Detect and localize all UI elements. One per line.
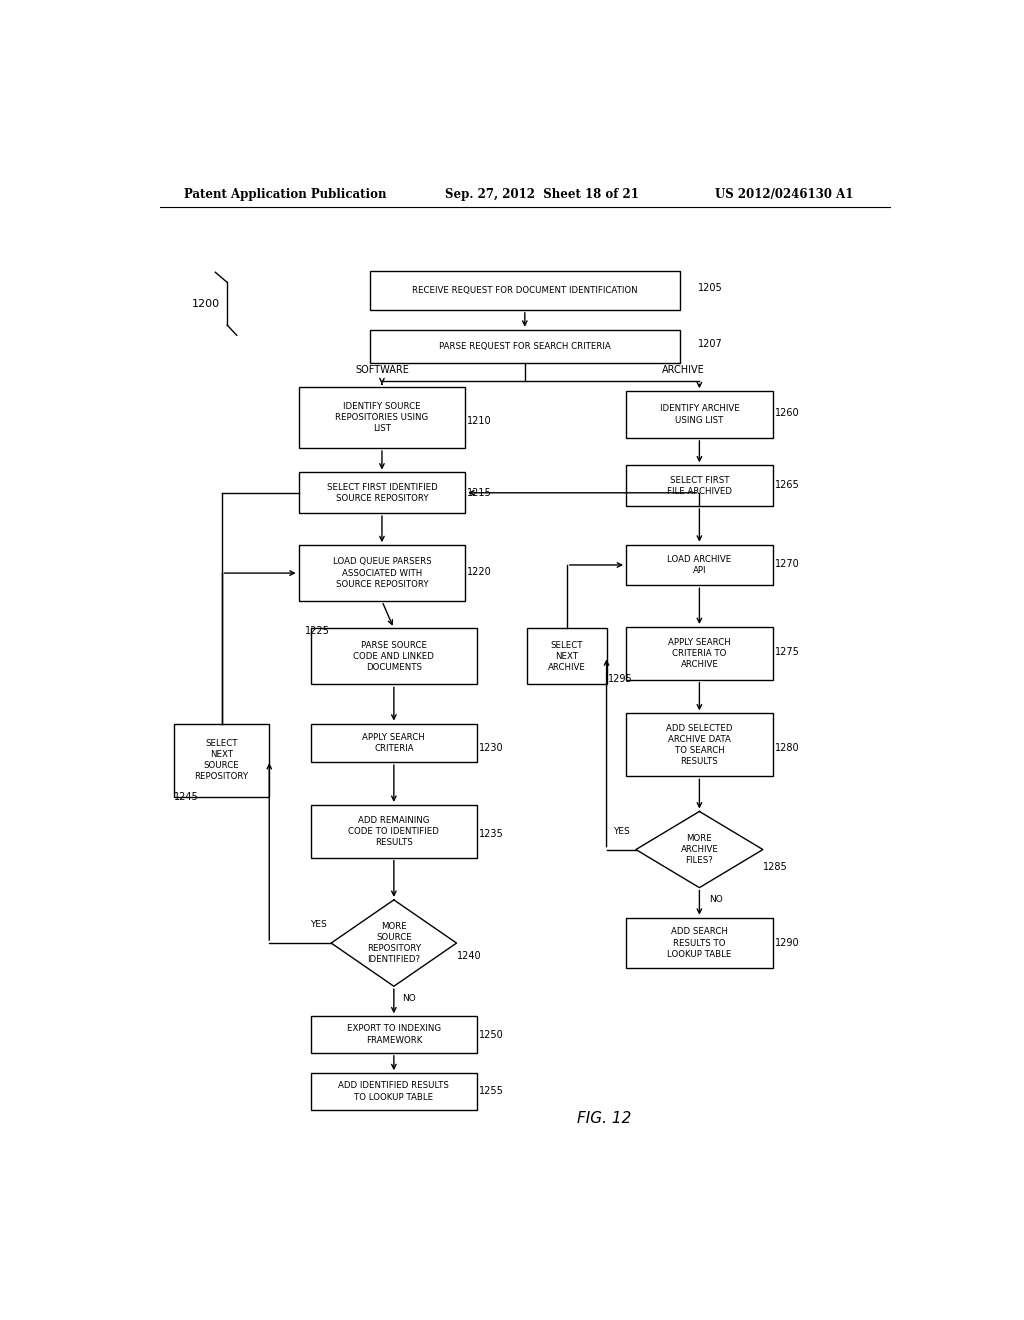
Text: NO: NO <box>401 994 416 1003</box>
Text: ADD SELECTED
ARCHIVE DATA
TO SEARCH
RESULTS: ADD SELECTED ARCHIVE DATA TO SEARCH RESU… <box>667 723 732 766</box>
Text: 1225: 1225 <box>305 626 330 636</box>
Text: 1245: 1245 <box>174 792 199 801</box>
Text: 1295: 1295 <box>608 673 633 684</box>
Text: FIG. 12: FIG. 12 <box>577 1111 632 1126</box>
Text: 1235: 1235 <box>479 829 504 840</box>
Bar <box>527 628 606 684</box>
Bar <box>174 723 269 797</box>
Text: IDENTIFY SOURCE
REPOSITORIES USING
LIST: IDENTIFY SOURCE REPOSITORIES USING LIST <box>335 403 429 433</box>
Text: 1285: 1285 <box>763 862 787 871</box>
Text: PARSE SOURCE
CODE AND LINKED
DOCUMENTS: PARSE SOURCE CODE AND LINKED DOCUMENTS <box>353 640 434 672</box>
Text: LOAD QUEUE PARSERS
ASSOCIATED WITH
SOURCE REPOSITORY: LOAD QUEUE PARSERS ASSOCIATED WITH SOURC… <box>333 557 431 589</box>
Bar <box>626 713 773 776</box>
Bar <box>310 1073 477 1110</box>
Text: SELECT FIRST
FILE ARCHIVED: SELECT FIRST FILE ARCHIVED <box>667 475 732 496</box>
Text: IDENTIFY ARCHIVE
USING LIST: IDENTIFY ARCHIVE USING LIST <box>659 404 739 425</box>
Text: Patent Application Publication: Patent Application Publication <box>183 189 386 202</box>
Polygon shape <box>636 812 763 887</box>
Text: SELECT
NEXT
ARCHIVE: SELECT NEXT ARCHIVE <box>548 640 586 672</box>
Text: Sep. 27, 2012  Sheet 18 of 21: Sep. 27, 2012 Sheet 18 of 21 <box>445 189 639 202</box>
Text: EXPORT TO INDEXING
FRAMEWORK: EXPORT TO INDEXING FRAMEWORK <box>347 1024 441 1044</box>
Bar <box>626 391 773 438</box>
Text: PARSE REQUEST FOR SEARCH CRITERIA: PARSE REQUEST FOR SEARCH CRITERIA <box>439 342 610 351</box>
Bar <box>310 805 477 858</box>
Text: RECEIVE REQUEST FOR DOCUMENT IDENTIFICATION: RECEIVE REQUEST FOR DOCUMENT IDENTIFICAT… <box>412 286 638 296</box>
Text: 1290: 1290 <box>775 939 800 948</box>
Text: 1270: 1270 <box>775 558 800 569</box>
Text: 1240: 1240 <box>458 952 482 961</box>
Bar <box>299 545 465 601</box>
Text: NO: NO <box>709 895 723 904</box>
Text: ARCHIVE: ARCHIVE <box>663 364 705 375</box>
Text: 1280: 1280 <box>775 743 800 752</box>
Text: APPLY SEARCH
CRITERIA: APPLY SEARCH CRITERIA <box>362 733 425 752</box>
Text: ADD SEARCH
RESULTS TO
LOOKUP TABLE: ADD SEARCH RESULTS TO LOOKUP TABLE <box>668 928 731 958</box>
Bar <box>370 271 680 310</box>
Text: MORE
SOURCE
REPOSITORY
IDENTIFIED?: MORE SOURCE REPOSITORY IDENTIFIED? <box>367 921 421 964</box>
Bar <box>626 917 773 969</box>
Text: YES: YES <box>310 920 328 929</box>
Text: 1210: 1210 <box>467 416 492 425</box>
Text: 1220: 1220 <box>467 568 492 577</box>
Bar <box>299 387 465 447</box>
Bar <box>626 466 773 506</box>
Text: YES: YES <box>612 826 630 836</box>
Bar <box>299 473 465 513</box>
Text: ADD IDENTIFIED RESULTS
TO LOOKUP TABLE: ADD IDENTIFIED RESULTS TO LOOKUP TABLE <box>338 1081 450 1101</box>
Text: SELECT
NEXT
SOURCE
REPOSITORY: SELECT NEXT SOURCE REPOSITORY <box>195 739 249 781</box>
Text: 1205: 1205 <box>697 284 723 293</box>
Text: 1250: 1250 <box>479 1030 504 1040</box>
Text: LOAD ARCHIVE
API: LOAD ARCHIVE API <box>668 554 731 576</box>
Text: 1275: 1275 <box>775 647 800 657</box>
Bar <box>626 545 773 585</box>
Text: US 2012/0246130 A1: US 2012/0246130 A1 <box>715 189 854 202</box>
Text: SELECT FIRST IDENTIFIED
SOURCE REPOSITORY: SELECT FIRST IDENTIFIED SOURCE REPOSITOR… <box>327 483 437 503</box>
Bar <box>370 330 680 363</box>
Text: ADD REMAINING
CODE TO IDENTIFIED
RESULTS: ADD REMAINING CODE TO IDENTIFIED RESULTS <box>348 816 439 847</box>
Bar <box>310 628 477 684</box>
Polygon shape <box>331 900 457 986</box>
Text: 1265: 1265 <box>775 479 800 490</box>
Text: 1255: 1255 <box>479 1086 504 1097</box>
Bar <box>310 723 477 762</box>
Text: MORE
ARCHIVE
FILES?: MORE ARCHIVE FILES? <box>681 834 718 865</box>
Text: 1200: 1200 <box>191 298 220 309</box>
Text: 1215: 1215 <box>467 488 492 498</box>
Text: 1230: 1230 <box>479 743 504 752</box>
Bar <box>626 627 773 680</box>
Text: 1260: 1260 <box>775 408 800 417</box>
Text: SOFTWARE: SOFTWARE <box>355 364 409 375</box>
Text: APPLY SEARCH
CRITERIA TO
ARCHIVE: APPLY SEARCH CRITERIA TO ARCHIVE <box>668 638 731 669</box>
Bar <box>310 1016 477 1053</box>
Text: 1207: 1207 <box>697 339 723 350</box>
